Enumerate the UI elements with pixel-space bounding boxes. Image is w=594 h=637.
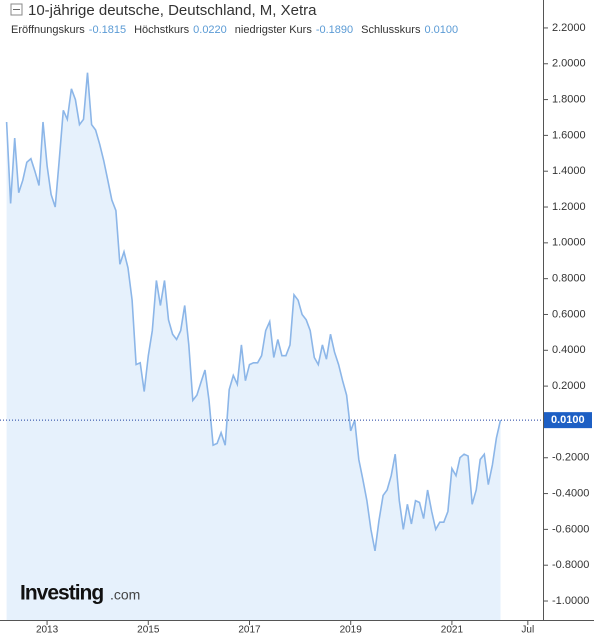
y-tick-label: 0.6000 <box>552 308 586 320</box>
x-tick-label: 2013 <box>36 625 59 636</box>
y-tick-label: 2.2000 <box>552 22 586 34</box>
ohlc-value: -0.1815 <box>89 24 126 36</box>
y-tick-label: -0.4000 <box>552 487 589 499</box>
y-tick-label: 2.0000 <box>552 58 586 70</box>
y-tick-label: -0.8000 <box>552 559 589 571</box>
y-tick-label: -1.0000 <box>552 595 589 607</box>
y-tick-label: -0.6000 <box>552 523 589 535</box>
x-tick-label: 2015 <box>137 625 160 636</box>
y-tick-label: 0.8000 <box>552 273 586 285</box>
ohlc-name: Schlusskurs <box>361 24 421 36</box>
y-tick-label: 1.8000 <box>552 93 586 105</box>
ohlc-value: 0.0220 <box>193 24 227 36</box>
ohlc-value: 0.0100 <box>424 24 458 36</box>
ohlc-name: Höchstkurs <box>134 24 190 36</box>
chart-title: 10-jährige deutsche, Deutschland, M, Xet… <box>28 2 317 19</box>
last-value-label: 0.0100 <box>551 414 585 426</box>
y-tick-label: -0.2000 <box>552 452 589 464</box>
watermark-suffix: .com <box>110 587 140 603</box>
area-fill <box>6 72 501 620</box>
y-tick-label: 1.4000 <box>552 165 586 177</box>
last-value-box <box>544 412 592 429</box>
y-tick-label: 1.6000 <box>552 129 586 141</box>
y-tick-label: 0.4000 <box>552 344 586 356</box>
ohlc-name: Eröffnungskurs <box>11 24 85 36</box>
ohlc-value: -0.1890 <box>316 24 353 36</box>
watermark: Investing <box>20 582 103 605</box>
y-tick-label: 1.2000 <box>552 201 586 213</box>
y-tick-label: 0.2000 <box>552 380 586 392</box>
x-tick-label: 2019 <box>340 625 363 636</box>
x-tick-label: 2021 <box>441 625 464 636</box>
area-line <box>5 72 502 552</box>
y-tick-label: 1.0000 <box>552 237 586 249</box>
ohlc-name: niedrigster Kurs <box>235 24 313 36</box>
ohlc-legend: Eröffnungskurs -0.1815 Höchstkurs 0.0220 nie… <box>11 24 458 36</box>
x-tick-label: 2017 <box>238 625 261 636</box>
x-tick-label: Jul <box>521 625 534 636</box>
